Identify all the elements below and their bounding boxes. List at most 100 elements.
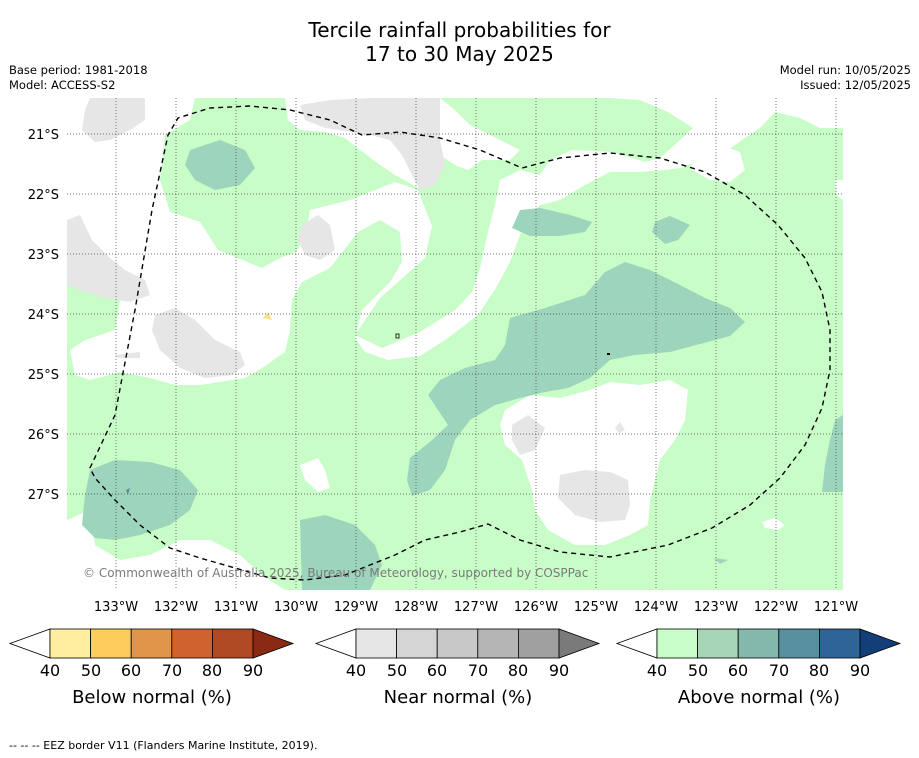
lat-label: 23°S bbox=[28, 248, 59, 263]
meta-left: Base period: 1981-2018 Model: ACCESS-S2 bbox=[9, 63, 148, 93]
cb-tick: 80 bbox=[508, 661, 528, 680]
colorbar-segment bbox=[518, 628, 560, 659]
lon-label: 132°W bbox=[154, 600, 198, 615]
above-normal-50-region-south bbox=[300, 515, 382, 590]
issued-date: Issued: 12/05/2025 bbox=[800, 78, 911, 92]
colorbar-segment bbox=[737, 628, 780, 659]
map-plot-area: © Commonwealth of Australia 2025, Bureau… bbox=[67, 98, 843, 590]
colorbar-extend-low bbox=[8, 628, 51, 659]
cb-tick: 70 bbox=[162, 661, 182, 680]
model-name: Model: ACCESS-S2 bbox=[9, 78, 116, 92]
near-normal-region-south-east bbox=[558, 470, 630, 522]
lat-label: 21°S bbox=[28, 128, 59, 143]
white-region-south-central bbox=[500, 380, 688, 545]
colorbar-titles: Below normal (%) Near normal (%) Above n… bbox=[72, 687, 840, 708]
colorbar-extend-high bbox=[558, 628, 601, 659]
cb-tick: 40 bbox=[40, 661, 60, 680]
white-region-east-2 bbox=[835, 180, 843, 200]
colorbar-extend-low bbox=[314, 628, 357, 659]
colorbar-extend-high bbox=[859, 628, 902, 659]
lon-label: 124°W bbox=[634, 600, 678, 615]
above-normal-50-region-3 bbox=[652, 216, 690, 244]
colorbar-segment bbox=[130, 628, 173, 659]
colorbar-near-normal bbox=[314, 628, 601, 659]
cb-tick: 50 bbox=[81, 661, 101, 680]
lon-label: 128°W bbox=[394, 600, 438, 615]
meta-right: Model run: 10/05/2025 Issued: 12/05/2025 bbox=[780, 63, 911, 93]
lon-label: 122°W bbox=[754, 600, 798, 615]
lat-label: 26°S bbox=[28, 428, 59, 443]
white-region-west bbox=[67, 98, 843, 385]
colorbar-segment bbox=[396, 628, 438, 659]
lat-label: 27°S bbox=[28, 488, 59, 503]
eez-border bbox=[89, 105, 831, 581]
colorbar-title-below: Below normal (%) bbox=[72, 687, 232, 708]
colorbar-segment bbox=[697, 628, 739, 659]
colorbar-segment bbox=[819, 628, 861, 659]
near-normal-region-small bbox=[512, 415, 545, 455]
above-normal-50-region-1 bbox=[185, 140, 255, 190]
above-normal-50-region-large bbox=[407, 262, 745, 496]
colorbar-tick-labels: 40 50 60 70 80 90 40 50 60 70 80 90 40 5… bbox=[40, 661, 870, 680]
white-region-east-1 bbox=[690, 145, 745, 182]
cb-tick: 90 bbox=[549, 661, 569, 680]
lon-label: 131°W bbox=[214, 600, 258, 615]
above-normal-50-region-east bbox=[822, 415, 843, 492]
cb-tick: 40 bbox=[647, 661, 667, 680]
colorbar-below-normal bbox=[8, 628, 295, 659]
base-period: Base period: 1981-2018 bbox=[9, 63, 148, 77]
colorbar-segment bbox=[171, 628, 213, 659]
near-normal-region-tiny bbox=[615, 422, 625, 433]
colorbar-segment bbox=[436, 628, 479, 659]
near-normal-region-north bbox=[300, 98, 445, 190]
colorbar-title-near: Near normal (%) bbox=[384, 687, 533, 708]
lat-label: 22°S bbox=[28, 188, 59, 203]
colorbar-segment bbox=[211, 628, 254, 659]
lon-label: 121°W bbox=[814, 600, 858, 615]
cb-tick: 80 bbox=[809, 661, 829, 680]
cb-tick: 70 bbox=[769, 661, 789, 680]
title-line-1: Tercile rainfall probabilities for bbox=[308, 18, 611, 42]
map-title: Tercile rainfall probabilities for 17 to… bbox=[0, 18, 919, 66]
above-normal-50-region-southwest bbox=[82, 460, 198, 540]
colorbar-segment bbox=[49, 628, 91, 659]
near-normal-region-nw bbox=[82, 98, 145, 142]
latitude-labels: 21°S 22°S 23°S 24°S 25°S 26°S 27°S bbox=[28, 128, 59, 503]
lon-label: 129°W bbox=[334, 600, 378, 615]
tiny-contour-mark bbox=[395, 333, 400, 339]
cb-tick: 50 bbox=[688, 661, 708, 680]
lat-label: 24°S bbox=[28, 308, 59, 323]
graticule bbox=[67, 98, 843, 590]
cb-tick: 90 bbox=[243, 661, 263, 680]
cb-tick: 40 bbox=[346, 661, 366, 680]
near-normal-region-west-mid bbox=[152, 308, 245, 378]
colorbar-segment bbox=[477, 628, 519, 659]
cb-tick: 60 bbox=[427, 661, 447, 680]
colorbar-segment bbox=[90, 628, 132, 659]
copyright-notice: © Commonwealth of Australia 2025, Bureau… bbox=[83, 566, 588, 580]
white-region-south-islet bbox=[300, 458, 330, 492]
colorbar-segment bbox=[778, 628, 820, 659]
cb-tick: 90 bbox=[850, 661, 870, 680]
cb-tick: 60 bbox=[728, 661, 748, 680]
colorbar-segment bbox=[355, 628, 397, 659]
colorbar-segment bbox=[656, 628, 698, 659]
lon-label: 127°W bbox=[454, 600, 498, 615]
eez-footnote: -- -- -- EEZ border V11 (Flanders Marine… bbox=[9, 739, 318, 752]
above-normal-speck bbox=[126, 488, 130, 495]
white-region-southwest bbox=[67, 510, 285, 590]
lon-label: 130°W bbox=[274, 600, 318, 615]
above-normal-50-region-tiny bbox=[714, 558, 728, 564]
lat-label: 25°S bbox=[28, 368, 59, 383]
colorbar-above-normal bbox=[615, 628, 902, 659]
white-region-east-3 bbox=[762, 518, 785, 530]
lon-label: 123°W bbox=[694, 600, 738, 615]
lon-label: 126°W bbox=[514, 600, 558, 615]
lon-label: 133°W bbox=[94, 600, 138, 615]
near-normal-region-dash bbox=[115, 352, 140, 358]
colorbar-extend-low bbox=[615, 628, 658, 659]
longitude-labels: 133°W 132°W 131°W 130°W 129°W 128°W 127°… bbox=[94, 600, 858, 615]
below-normal-speck bbox=[263, 312, 272, 320]
colorbar-extend-high bbox=[252, 628, 295, 659]
